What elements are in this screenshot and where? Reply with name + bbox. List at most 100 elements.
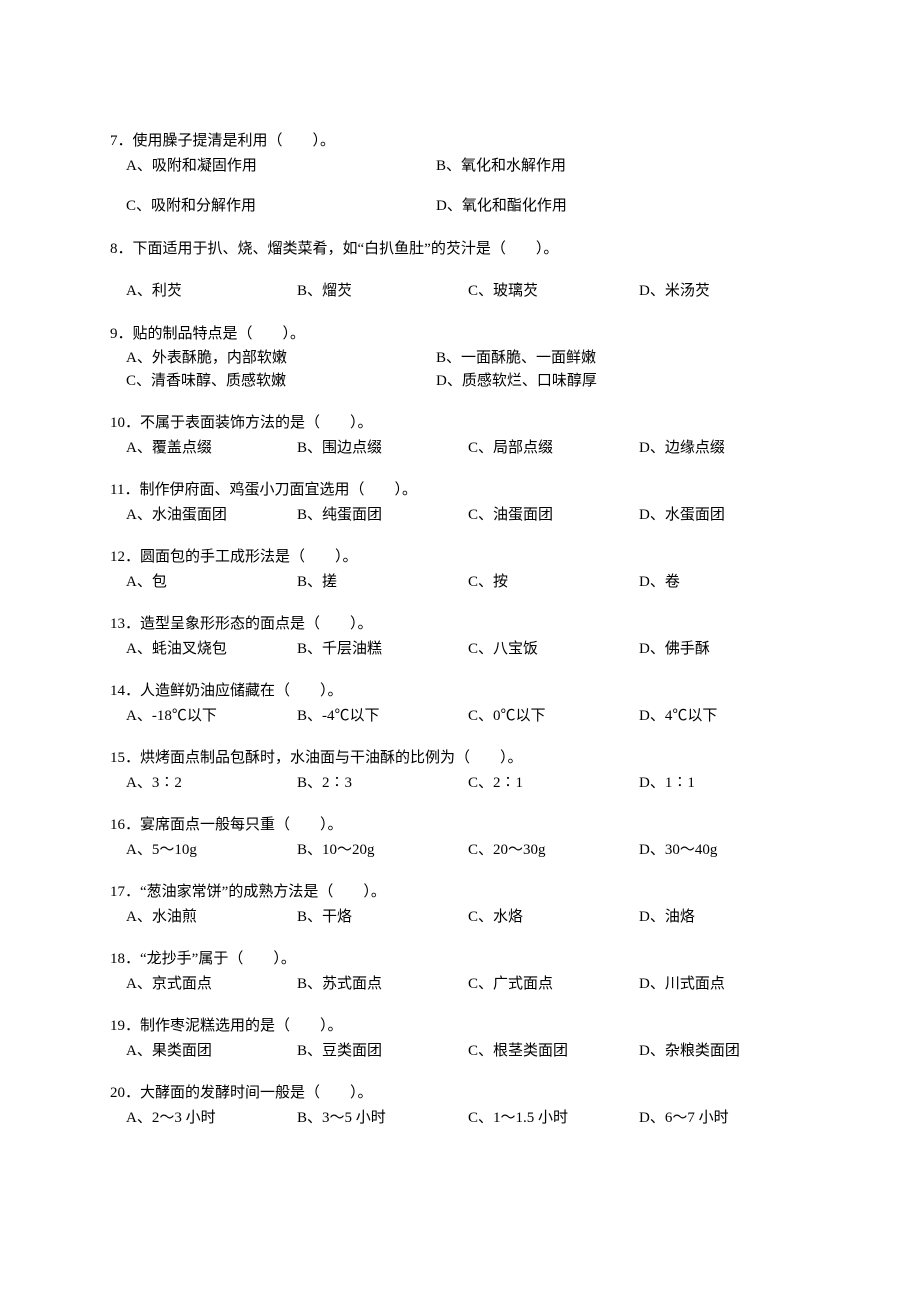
spacer xyxy=(110,262,810,280)
question-stem: 7．使用臊子提清是利用（ ）。 xyxy=(110,130,810,153)
options-row: A、水油煎B、干烙C、水烙D、油烙 xyxy=(126,906,810,929)
option-c: C、0℃以下 xyxy=(468,705,639,728)
option-d: D、6～7 小时 xyxy=(639,1107,810,1130)
question-stem: 12．圆面包的手工成形法是（ ）。 xyxy=(110,546,810,569)
option-d: D、川式面点 xyxy=(639,973,810,996)
question-11: 11．制作伊府面、鸡蛋小刀面宜选用（ ）。A、水油蛋面团B、纯蛋面团C、油蛋面团… xyxy=(110,479,810,526)
question-stem: 10．不属于表面装饰方法的是（ ）。 xyxy=(110,412,810,435)
question-stem: 17．“葱油家常饼”的成熟方法是（ ）。 xyxy=(110,881,810,904)
option-c: C、20～30g xyxy=(468,839,639,862)
option-d: D、油烙 xyxy=(639,906,810,929)
option-a: A、京式面点 xyxy=(126,973,297,996)
option-a: A、水油煎 xyxy=(126,906,297,929)
question-18: 18．“龙抄手”属于（ ）。A、京式面点B、苏式面点C、广式面点D、川式面点 xyxy=(110,948,810,995)
question-16: 16．宴席面点一般每只重（ ）。A、5～10gB、10～20gC、20～30gD… xyxy=(110,814,810,861)
option-c: C、八宝饭 xyxy=(468,638,639,661)
options-row: A、果类面团B、豆类面团C、根茎类面团D、杂粮类面团 xyxy=(126,1040,810,1063)
options-row: A、2～3 小时B、3～5 小时C、1～1.5 小时D、6～7 小时 xyxy=(126,1107,810,1130)
question-stem: 15．烘烤面点制品包酥时，水油面与干油酥的比例为（ ）。 xyxy=(110,747,810,770)
option-b: B、-4℃以下 xyxy=(297,705,468,728)
options-row: A、水油蛋面团B、纯蛋面团C、油蛋面团D、水蛋面团 xyxy=(126,504,810,527)
question-stem: 11．制作伊府面、鸡蛋小刀面宜选用（ ）。 xyxy=(110,479,810,502)
question-stem: 14．人造鲜奶油应储藏在（ ）。 xyxy=(110,680,810,703)
option-d: D、卷 xyxy=(639,571,810,594)
options-row: A、包B、搓C、按D、卷 xyxy=(126,571,810,594)
option-d: D、1∶1 xyxy=(639,772,810,795)
options-row: A、蚝油叉烧包B、千层油糕C、八宝饭D、佛手酥 xyxy=(126,638,810,661)
question-stem: 8．下面适用于扒、烧、熘类菜肴，如“白扒鱼肚”的芡汁是（ ）。 xyxy=(110,238,810,261)
options-row: A、利芡B、熘芡C、玻璃芡D、米汤芡 xyxy=(126,280,810,303)
option-a: A、3∶2 xyxy=(126,772,297,795)
options-row: A、外表酥脆，内部软嫩B、一面酥脆、一面鲜嫩 xyxy=(126,347,810,370)
option-a: A、5～10g xyxy=(126,839,297,862)
option-a: A、外表酥脆，内部软嫩 xyxy=(126,347,436,370)
question-8: 8．下面适用于扒、烧、熘类菜肴，如“白扒鱼肚”的芡汁是（ ）。 A、利芡B、熘芡C… xyxy=(110,238,810,303)
option-a: A、吸附和凝固作用 xyxy=(126,155,436,178)
question-stem: 9．贴的制品特点是（ ）。 xyxy=(110,323,810,346)
question-stem: 13．造型呈象形形态的面点是（ ）。 xyxy=(110,613,810,636)
option-b: B、搓 xyxy=(297,571,468,594)
option-a: A、果类面团 xyxy=(126,1040,297,1063)
option-a: A、蚝油叉烧包 xyxy=(126,638,297,661)
option-a: A、-18℃以下 xyxy=(126,705,297,728)
options-group: A、外表酥脆，内部软嫩B、一面酥脆、一面鲜嫩C、清香味醇、质感软嫩D、质感软烂、… xyxy=(126,347,810,392)
question-stem: 16．宴席面点一般每只重（ ）。 xyxy=(110,814,810,837)
question-20: 20．大酵面的发酵时间一般是（ ）。A、2～3 小时B、3～5 小时C、1～1.… xyxy=(110,1082,810,1129)
option-d: D、氧化和酯化作用 xyxy=(436,195,810,218)
spacer xyxy=(126,177,810,195)
option-d: D、4℃以下 xyxy=(639,705,810,728)
question-19: 19．制作枣泥糕选用的是（ ）。A、果类面团B、豆类面团C、根茎类面团D、杂粮类… xyxy=(110,1015,810,1062)
question-14: 14．人造鲜奶油应储藏在（ ）。A、-18℃以下B、-4℃以下C、0℃以下D、4… xyxy=(110,680,810,727)
option-d: D、杂粮类面团 xyxy=(639,1040,810,1063)
option-b: B、围边点缀 xyxy=(297,437,468,460)
options-row: A、3∶2B、2∶3C、2∶1D、1∶1 xyxy=(126,772,810,795)
option-b: B、豆类面团 xyxy=(297,1040,468,1063)
options-group: A、吸附和凝固作用B、氧化和水解作用 C、吸附和分解作用D、氧化和酯化作用 xyxy=(126,155,810,218)
option-d: D、米汤芡 xyxy=(639,280,810,303)
question-stem: 20．大酵面的发酵时间一般是（ ）。 xyxy=(110,1082,810,1105)
option-a: A、水油蛋面团 xyxy=(126,504,297,527)
option-c: C、广式面点 xyxy=(468,973,639,996)
option-c: C、水烙 xyxy=(468,906,639,929)
option-d: D、30～40g xyxy=(639,839,810,862)
option-b: B、3～5 小时 xyxy=(297,1107,468,1130)
option-c: C、局部点缀 xyxy=(468,437,639,460)
option-a: A、利芡 xyxy=(126,280,297,303)
options-row: A、吸附和凝固作用B、氧化和水解作用 xyxy=(126,155,810,178)
option-d: D、佛手酥 xyxy=(639,638,810,661)
question-9: 9．贴的制品特点是（ ）。A、外表酥脆，内部软嫩B、一面酥脆、一面鲜嫩C、清香味… xyxy=(110,323,810,393)
option-c: C、根茎类面团 xyxy=(468,1040,639,1063)
option-b: B、氧化和水解作用 xyxy=(436,155,810,178)
options-row: A、京式面点B、苏式面点C、广式面点D、川式面点 xyxy=(126,973,810,996)
option-b: B、纯蛋面团 xyxy=(297,504,468,527)
option-c: C、2∶1 xyxy=(468,772,639,795)
option-c: C、玻璃芡 xyxy=(468,280,639,303)
question-12: 12．圆面包的手工成形法是（ ）。A、包B、搓C、按D、卷 xyxy=(110,546,810,593)
options-row: A、5～10gB、10～20gC、20～30gD、30～40g xyxy=(126,839,810,862)
option-b: B、千层油糕 xyxy=(297,638,468,661)
option-a: A、2～3 小时 xyxy=(126,1107,297,1130)
option-d: D、边缘点缀 xyxy=(639,437,810,460)
option-d: D、水蛋面团 xyxy=(639,504,810,527)
question-10: 10．不属于表面装饰方法的是（ ）。A、覆盖点缀B、围边点缀C、局部点缀D、边缘… xyxy=(110,412,810,459)
option-d: D、质感软烂、口味醇厚 xyxy=(436,370,810,393)
option-c: C、清香味醇、质感软嫩 xyxy=(126,370,436,393)
option-c: C、油蛋面团 xyxy=(468,504,639,527)
question-17: 17．“葱油家常饼”的成熟方法是（ ）。A、水油煎B、干烙C、水烙D、油烙 xyxy=(110,881,810,928)
option-b: B、一面酥脆、一面鲜嫩 xyxy=(436,347,810,370)
options-row: C、吸附和分解作用D、氧化和酯化作用 xyxy=(126,195,810,218)
option-b: B、熘芡 xyxy=(297,280,468,303)
options-row: A、覆盖点缀B、围边点缀C、局部点缀D、边缘点缀 xyxy=(126,437,810,460)
question-stem: 18．“龙抄手”属于（ ）。 xyxy=(110,948,810,971)
option-a: A、包 xyxy=(126,571,297,594)
option-b: B、10～20g xyxy=(297,839,468,862)
option-c: C、1～1.5 小时 xyxy=(468,1107,639,1130)
question-stem: 19．制作枣泥糕选用的是（ ）。 xyxy=(110,1015,810,1038)
option-b: B、苏式面点 xyxy=(297,973,468,996)
options-row: C、清香味醇、质感软嫩D、质感软烂、口味醇厚 xyxy=(126,370,810,393)
option-a: A、覆盖点缀 xyxy=(126,437,297,460)
options-row: A、-18℃以下B、-4℃以下C、0℃以下D、4℃以下 xyxy=(126,705,810,728)
option-c: C、按 xyxy=(468,571,639,594)
question-13: 13．造型呈象形形态的面点是（ ）。A、蚝油叉烧包B、千层油糕C、八宝饭D、佛手… xyxy=(110,613,810,660)
question-7: 7．使用臊子提清是利用（ ）。A、吸附和凝固作用B、氧化和水解作用 C、吸附和分解… xyxy=(110,130,810,218)
